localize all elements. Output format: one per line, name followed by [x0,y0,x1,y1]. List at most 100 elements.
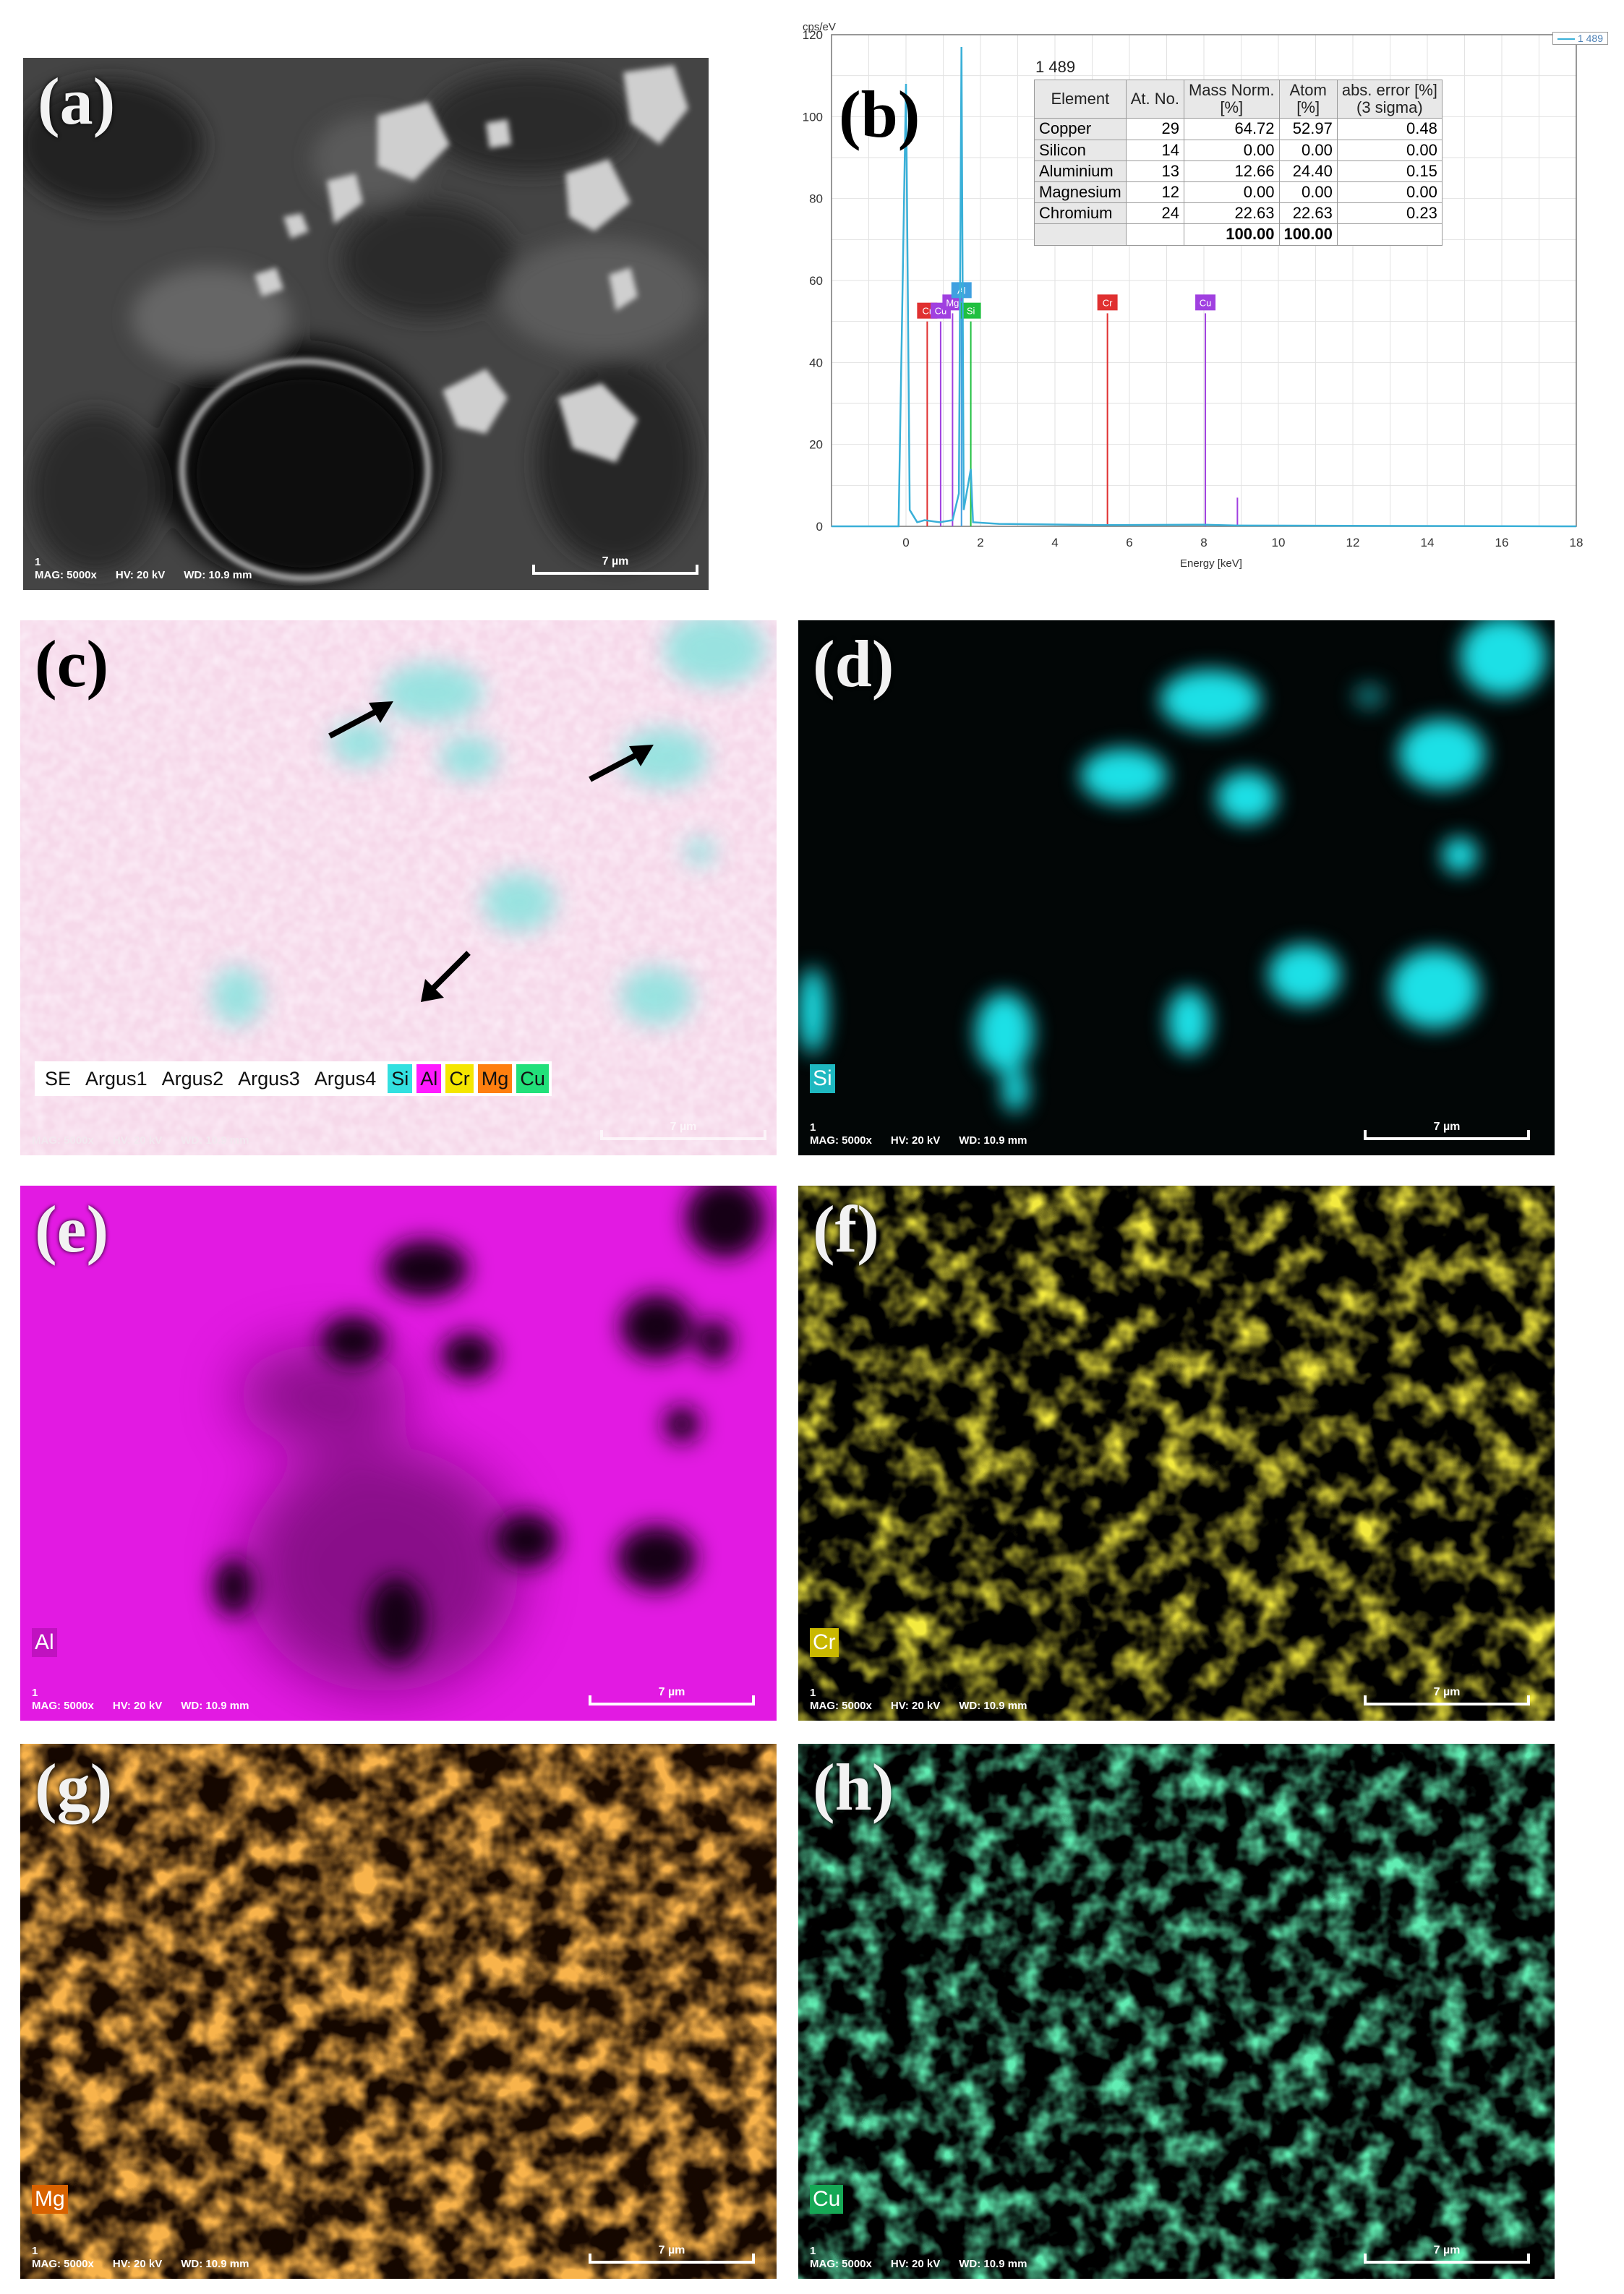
y-tick-label: 80 [809,192,823,206]
table-cell: 0.00 [1336,139,1443,161]
scale-bar-label: 7 µm [658,2244,685,2256]
table-cell: 0.00 [1278,139,1338,161]
info-mag: MAG: 5000x [810,1134,872,1147]
panel-label-h: (h) [813,1750,894,1824]
map-info: 1 MAG: 5000x HV: 20 kV WD: 10.9 mm [32,1687,268,1714]
table-header: Atom [%] [1278,79,1338,119]
overlay-info: MAG: 5000x HV: 20 kV WD: 10.9 mm [32,1134,268,1148]
x-tick-label: 16 [1495,536,1509,549]
mg-map-texture [20,1744,777,2279]
scale-bar: 7 µm [589,2244,755,2266]
scale-bar-label: 7 µm [1433,2244,1461,2256]
element-badge: Cr [810,1628,839,1657]
table-cell: 12.66 [1183,160,1280,182]
peak-marker-box [960,302,981,319]
spectrum-legend: 1 489 [1552,32,1608,45]
table-cell: 52.97 [1278,118,1338,140]
element-badge: Al [32,1628,57,1657]
info-index: 1 [810,1121,816,1134]
panel-label-g: (g) [35,1750,113,1824]
y-tick-label: 100 [803,110,823,124]
table-row: Copper 29 64.72 52.97 0.48 [1034,118,1443,140]
cr-map-texture [798,1186,1555,1721]
table-cell: 0.15 [1336,160,1443,182]
si-map-texture [798,620,1555,1155]
sem-info: 1 MAG: 5000x HV: 20 kV WD: 10.9 mm [35,556,270,583]
peak-marker-label: Si [967,306,975,317]
info-hv: HV: 20 kV [890,1134,941,1147]
info-hv: HV: 20 kV [112,1700,163,1713]
info-wd: WD: 10.9 mm [959,1134,1027,1147]
legend-swatch-al: Al [416,1064,442,1093]
panel-label-e: (e) [35,1192,109,1266]
info-index: 1 [32,1686,38,1699]
x-tick-label: 0 [902,536,909,549]
info-index: 1 [810,1686,816,1699]
map-info: 1 MAG: 5000x HV: 20 kV WD: 10.9 mm [810,1121,1046,1149]
table-cell: 24 [1125,202,1184,225]
al-map-texture [20,1186,777,1721]
x-tick-label: 8 [1200,536,1207,549]
cu-map-panel: (h) Cu 1 MAG: 5000x HV: 20 kV WD: 10.9 mm … [798,1744,1555,2279]
table-header: abs. error [%] (3 sigma) [1336,79,1443,119]
x-tick-label: 10 [1272,536,1286,549]
peak-marker-label: Cr [922,306,932,317]
spectrum-legend-label: 1 489 [1577,33,1603,44]
table-header: Mass Norm. [%] [1183,79,1280,119]
spectrum-series-line [832,46,1577,528]
legend-swatch-cu: Cu [516,1064,549,1093]
table-cell: 29 [1125,118,1184,140]
info-mag: MAG: 5000x [32,1134,94,1147]
peak-marker-box [1097,294,1118,311]
table-cell: 0.00 [1336,181,1443,204]
x-tick-label: 6 [1126,536,1132,549]
legend-item-argus1: Argus1 [85,1068,148,1090]
si-map-panel: (d) Si 1 MAG: 5000x HV: 20 kV WD: 10.9 mm … [798,620,1555,1155]
composition-table: Element At. No. Mass Norm. [%] Atom [%] abs. e… [1034,79,1443,246]
info-index: 1 [35,555,41,568]
info-wd: WD: 10.9 mm [959,1700,1027,1713]
table-header: Element [1034,79,1127,119]
table-cell: 0.00 [1183,139,1280,161]
table-row: Chromium 24 22.63 22.63 0.23 [1034,202,1443,225]
overlay-legend: SE Argus1 Argus2 Argus3 Argus4 Si Al Cr Mg Cu [35,1061,552,1096]
info-mag: MAG: 5000x [810,2258,872,2271]
element-badge: Cu [810,2185,844,2214]
table-title: 1 489 [1035,58,1076,76]
scale-bar: 7 µm [1364,1121,1530,1142]
table-total-row: 100.00 100.00 [1034,223,1443,246]
x-tick-label: 14 [1421,536,1435,549]
arrow-icon [589,745,654,782]
table-cell: 24.40 [1278,160,1338,182]
eds-spectrum-panel: 0 2 4 6 8 10 12 14 16 18 0 20 40 60 80 100 120 Energy [ke… [752,14,1612,586]
table-cell [1125,223,1184,246]
legend-swatch-cr: Cr [445,1064,474,1093]
x-axis-label: Energy [keV] [1180,557,1242,570]
legend-item-argus3: Argus3 [238,1068,300,1090]
peak-marker-label: Cr [1103,297,1113,308]
table-cell: 64.72 [1183,118,1280,140]
info-index: 1 [810,2244,816,2257]
scale-bar-label: 7 µm [1433,1121,1461,1133]
legend-swatch-si: Si [388,1064,413,1093]
overlay-map-panel: (c) SE Argus1 Argus2 Argus3 Argus4 Si Al Cr Mg Cu… [20,620,777,1155]
scale-bar-label: 7 µm [658,1686,685,1698]
panel-label-c: (c) [35,627,109,701]
scale-bar: 7 µm [1364,1686,1530,1708]
info-index: 1 [32,2244,38,2257]
info-hv: HV: 20 kV [890,1700,941,1713]
table-cell: Magnesium [1034,181,1127,204]
legend-swatch-mg: Mg [477,1064,513,1093]
peak-marker-box [1195,294,1216,311]
table-row: Silicon 14 0.00 0.00 0.00 [1034,139,1443,161]
scale-bar-label: 7 µm [602,555,629,568]
panel-label-f: (f) [813,1192,879,1266]
info-wd: WD: 10.9 mm [181,2258,249,2271]
table-cell [1336,223,1443,246]
table-cell: 0.48 [1336,118,1443,140]
legend-item-argus2: Argus2 [161,1068,224,1090]
table-row: Aluminium 13 12.66 24.40 0.15 [1034,160,1443,182]
sem-image-panel: (a) 1 MAG: 5000x HV: 20 kV WD: 10.9 mm 7 µ… [23,58,709,590]
table-cell: 0.00 [1278,181,1338,204]
y-tick-label: 40 [809,356,823,369]
